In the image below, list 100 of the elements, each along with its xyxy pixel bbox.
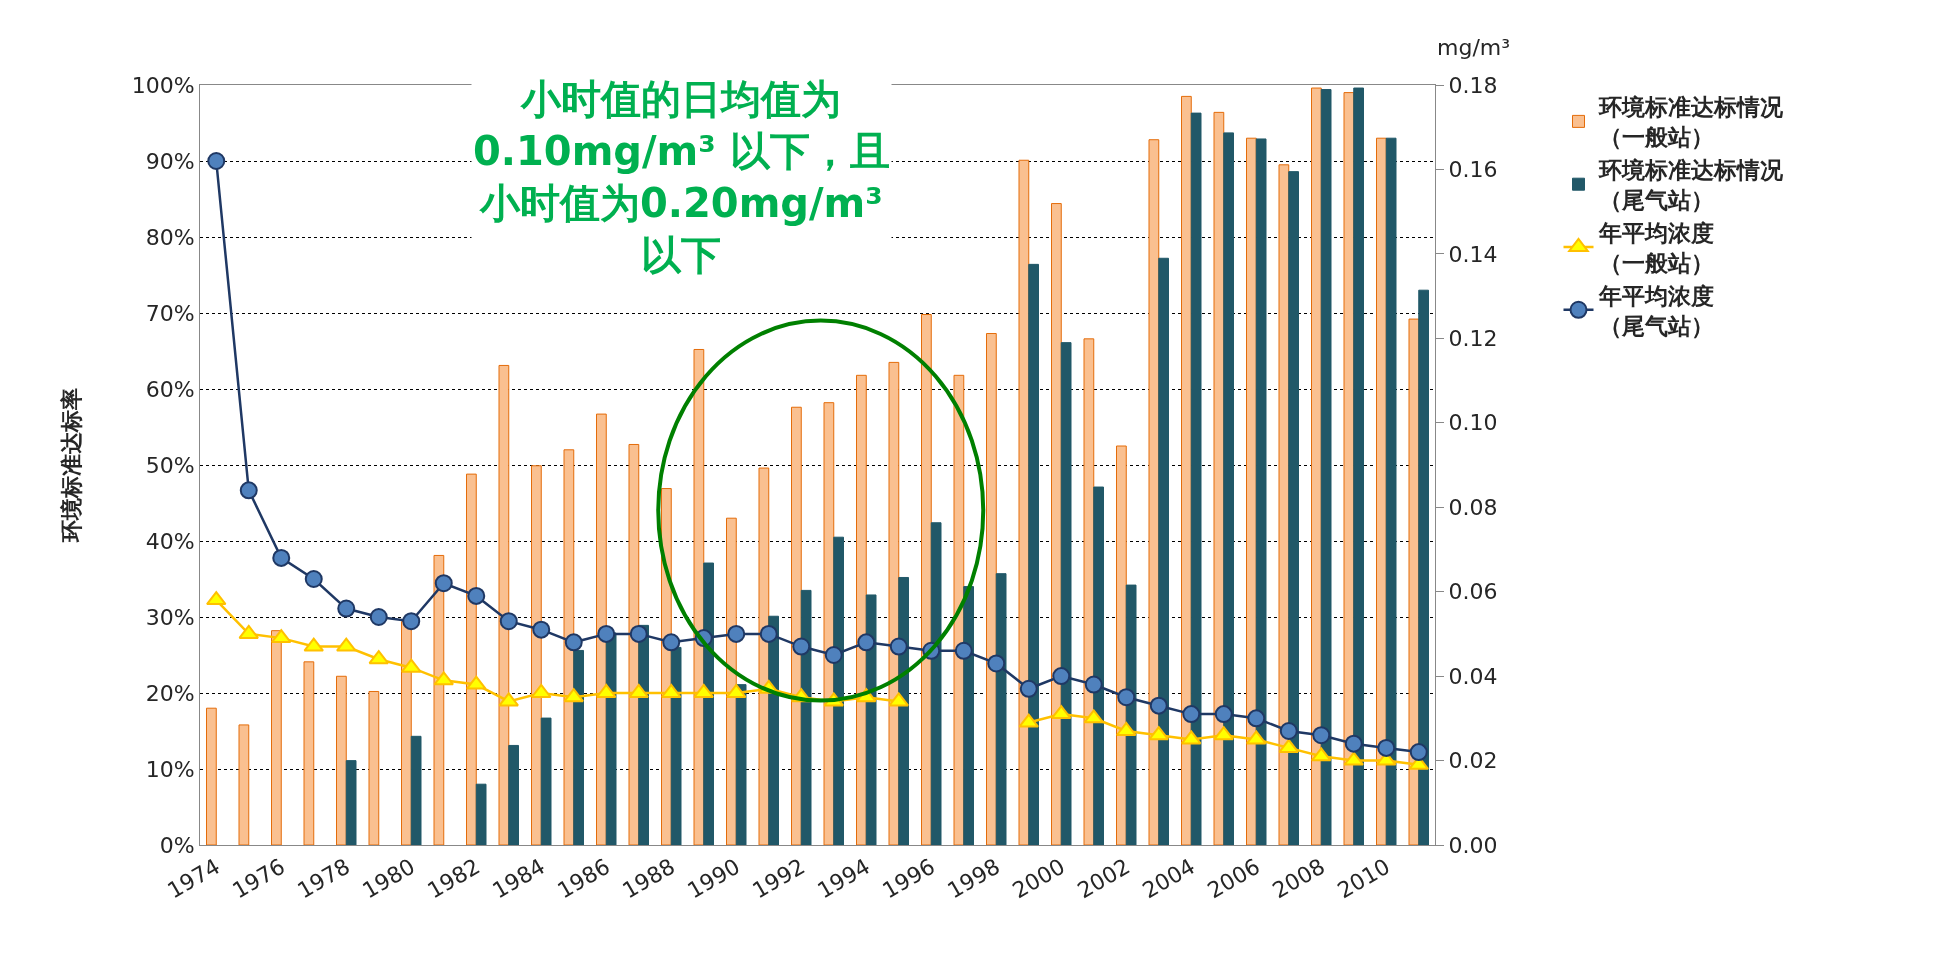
point xyxy=(369,608,388,626)
point xyxy=(433,671,454,686)
point xyxy=(303,637,324,652)
bar xyxy=(800,589,812,845)
point xyxy=(1148,726,1169,741)
point xyxy=(792,637,811,656)
bar xyxy=(1083,338,1095,845)
bar xyxy=(670,646,682,845)
y-tick-label: 100% xyxy=(131,72,195,98)
point xyxy=(1019,679,1038,698)
y-tick-label: 20% xyxy=(145,680,195,706)
point xyxy=(336,637,357,652)
point xyxy=(498,692,519,707)
bar xyxy=(206,707,217,845)
point xyxy=(238,624,259,639)
bar xyxy=(508,744,519,845)
bar xyxy=(726,517,737,845)
bar xyxy=(410,735,422,845)
bar xyxy=(498,364,510,845)
point xyxy=(662,633,681,652)
bar xyxy=(1060,342,1072,845)
point xyxy=(1278,738,1299,753)
point xyxy=(1344,734,1363,753)
y-tick-label: 80% xyxy=(145,224,195,250)
bar xyxy=(1148,139,1160,845)
y-tick-label: 0% xyxy=(159,832,195,858)
bar xyxy=(466,473,477,845)
point xyxy=(857,633,876,652)
bar xyxy=(1190,112,1202,845)
y-tick-label: 10% xyxy=(145,756,195,782)
bar xyxy=(1213,111,1225,845)
point xyxy=(532,620,551,639)
bar xyxy=(1093,486,1104,845)
legend-label: 环境标准达标情况（尾气站） xyxy=(1597,157,1784,214)
point xyxy=(1083,709,1104,724)
bar xyxy=(1028,263,1039,845)
bar xyxy=(1018,159,1030,845)
bar xyxy=(856,374,867,845)
y-tick-label: 70% xyxy=(145,300,195,326)
y2-axis-title: mg/m³ xyxy=(1437,35,1511,60)
bar xyxy=(953,374,965,845)
y2-tick-label: 0.04 xyxy=(1448,663,1498,689)
point xyxy=(1312,726,1331,745)
bar xyxy=(1246,137,1257,845)
point xyxy=(1084,675,1103,694)
bar xyxy=(930,522,942,845)
bar xyxy=(1051,203,1062,845)
point xyxy=(1409,743,1428,762)
y-tick-label: 90% xyxy=(145,148,195,174)
point xyxy=(271,629,292,644)
bar xyxy=(1353,87,1364,845)
bar xyxy=(345,760,357,845)
point xyxy=(272,548,291,567)
point xyxy=(466,675,487,690)
bar xyxy=(1376,137,1387,845)
point xyxy=(337,599,356,618)
point xyxy=(1246,730,1267,745)
legend-label: 环境标准达标情况（一般站） xyxy=(1597,94,1784,151)
point xyxy=(1117,688,1136,707)
legend-label: 年平均浓度（尾气站） xyxy=(1597,282,1714,339)
bar xyxy=(1320,89,1332,845)
y2-tick-label: 0.00 xyxy=(1448,832,1498,858)
bar xyxy=(1311,87,1322,845)
point xyxy=(1214,705,1233,724)
bar xyxy=(791,406,802,845)
bar xyxy=(596,413,607,845)
bar xyxy=(1116,445,1127,845)
point xyxy=(1279,722,1298,740)
bar xyxy=(1278,164,1290,845)
point xyxy=(467,586,486,605)
y-tick-label: 40% xyxy=(145,528,195,554)
bar xyxy=(1408,318,1420,845)
bar xyxy=(986,333,997,845)
bar xyxy=(758,467,770,845)
bar xyxy=(605,632,617,845)
bar xyxy=(693,348,705,845)
bar xyxy=(1181,95,1192,845)
y2-tick-label: 0.12 xyxy=(1448,326,1498,352)
bar xyxy=(238,724,250,845)
point xyxy=(1247,709,1266,728)
bar xyxy=(303,661,315,845)
y2-tick-label: 0.08 xyxy=(1448,494,1498,520)
bar xyxy=(833,536,844,845)
point xyxy=(239,481,258,500)
point xyxy=(1343,751,1364,766)
legend-label: 年平均浓度（一般站） xyxy=(1597,220,1714,276)
bar xyxy=(628,443,640,845)
bar xyxy=(271,630,282,845)
point xyxy=(368,650,389,665)
bar xyxy=(1385,137,1397,845)
point xyxy=(1311,747,1332,762)
bar xyxy=(1125,584,1137,845)
y-axis-title: 环境标准达标率 xyxy=(59,388,85,543)
point xyxy=(1051,705,1072,720)
bar xyxy=(475,783,487,845)
bar xyxy=(368,690,380,845)
bar xyxy=(1418,289,1429,845)
point xyxy=(824,646,843,664)
bar xyxy=(1255,138,1267,845)
point xyxy=(954,641,973,660)
